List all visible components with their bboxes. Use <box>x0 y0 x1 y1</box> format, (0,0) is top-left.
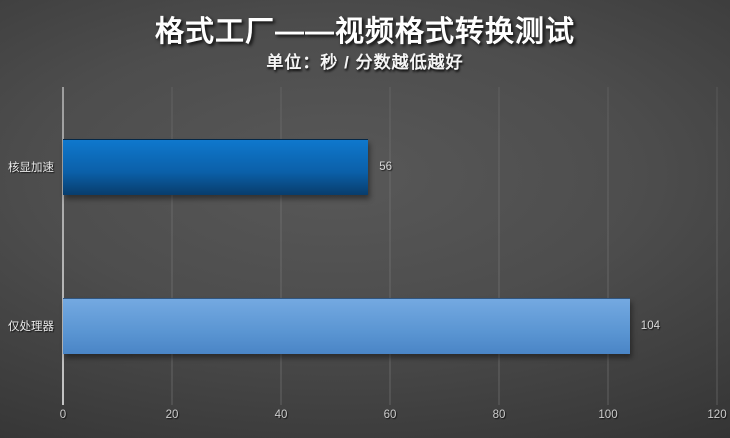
x-tick-label: 40 <box>274 409 288 421</box>
x-axis: 0 20 40 60 80 100 120 <box>59 409 727 425</box>
bar-value-label: 56 <box>379 160 392 173</box>
axis-zero-line <box>62 87 64 405</box>
gridline <box>498 87 500 405</box>
gridline <box>171 87 173 405</box>
x-tick-label: 60 <box>383 409 397 421</box>
bar-row: 核显加速 56 <box>8 138 717 195</box>
gridline <box>280 87 282 405</box>
x-tick-label: 100 <box>598 409 618 421</box>
gridline <box>607 87 609 405</box>
category-label: 核显加速 <box>8 161 54 174</box>
gridline <box>389 87 391 405</box>
plot-area: 核显加速 56 仅处理器 104 <box>8 87 718 405</box>
gridline <box>716 87 718 405</box>
x-tick-label: 0 <box>59 409 67 421</box>
bar-value-label: 104 <box>640 319 660 332</box>
bar <box>63 138 369 195</box>
category-label: 仅处理器 <box>8 320 54 333</box>
x-tick-label: 20 <box>165 409 179 421</box>
bar-row: 仅处理器 104 <box>8 297 717 354</box>
bar <box>63 297 630 354</box>
x-tick-label: 120 <box>707 409 727 421</box>
chart-title: 格式工厂——视频格式转换测试 <box>154 16 575 48</box>
x-tick-label: 80 <box>492 409 506 421</box>
chart-subtitle: 单位：秒 / 分数越低越好 <box>266 53 464 72</box>
